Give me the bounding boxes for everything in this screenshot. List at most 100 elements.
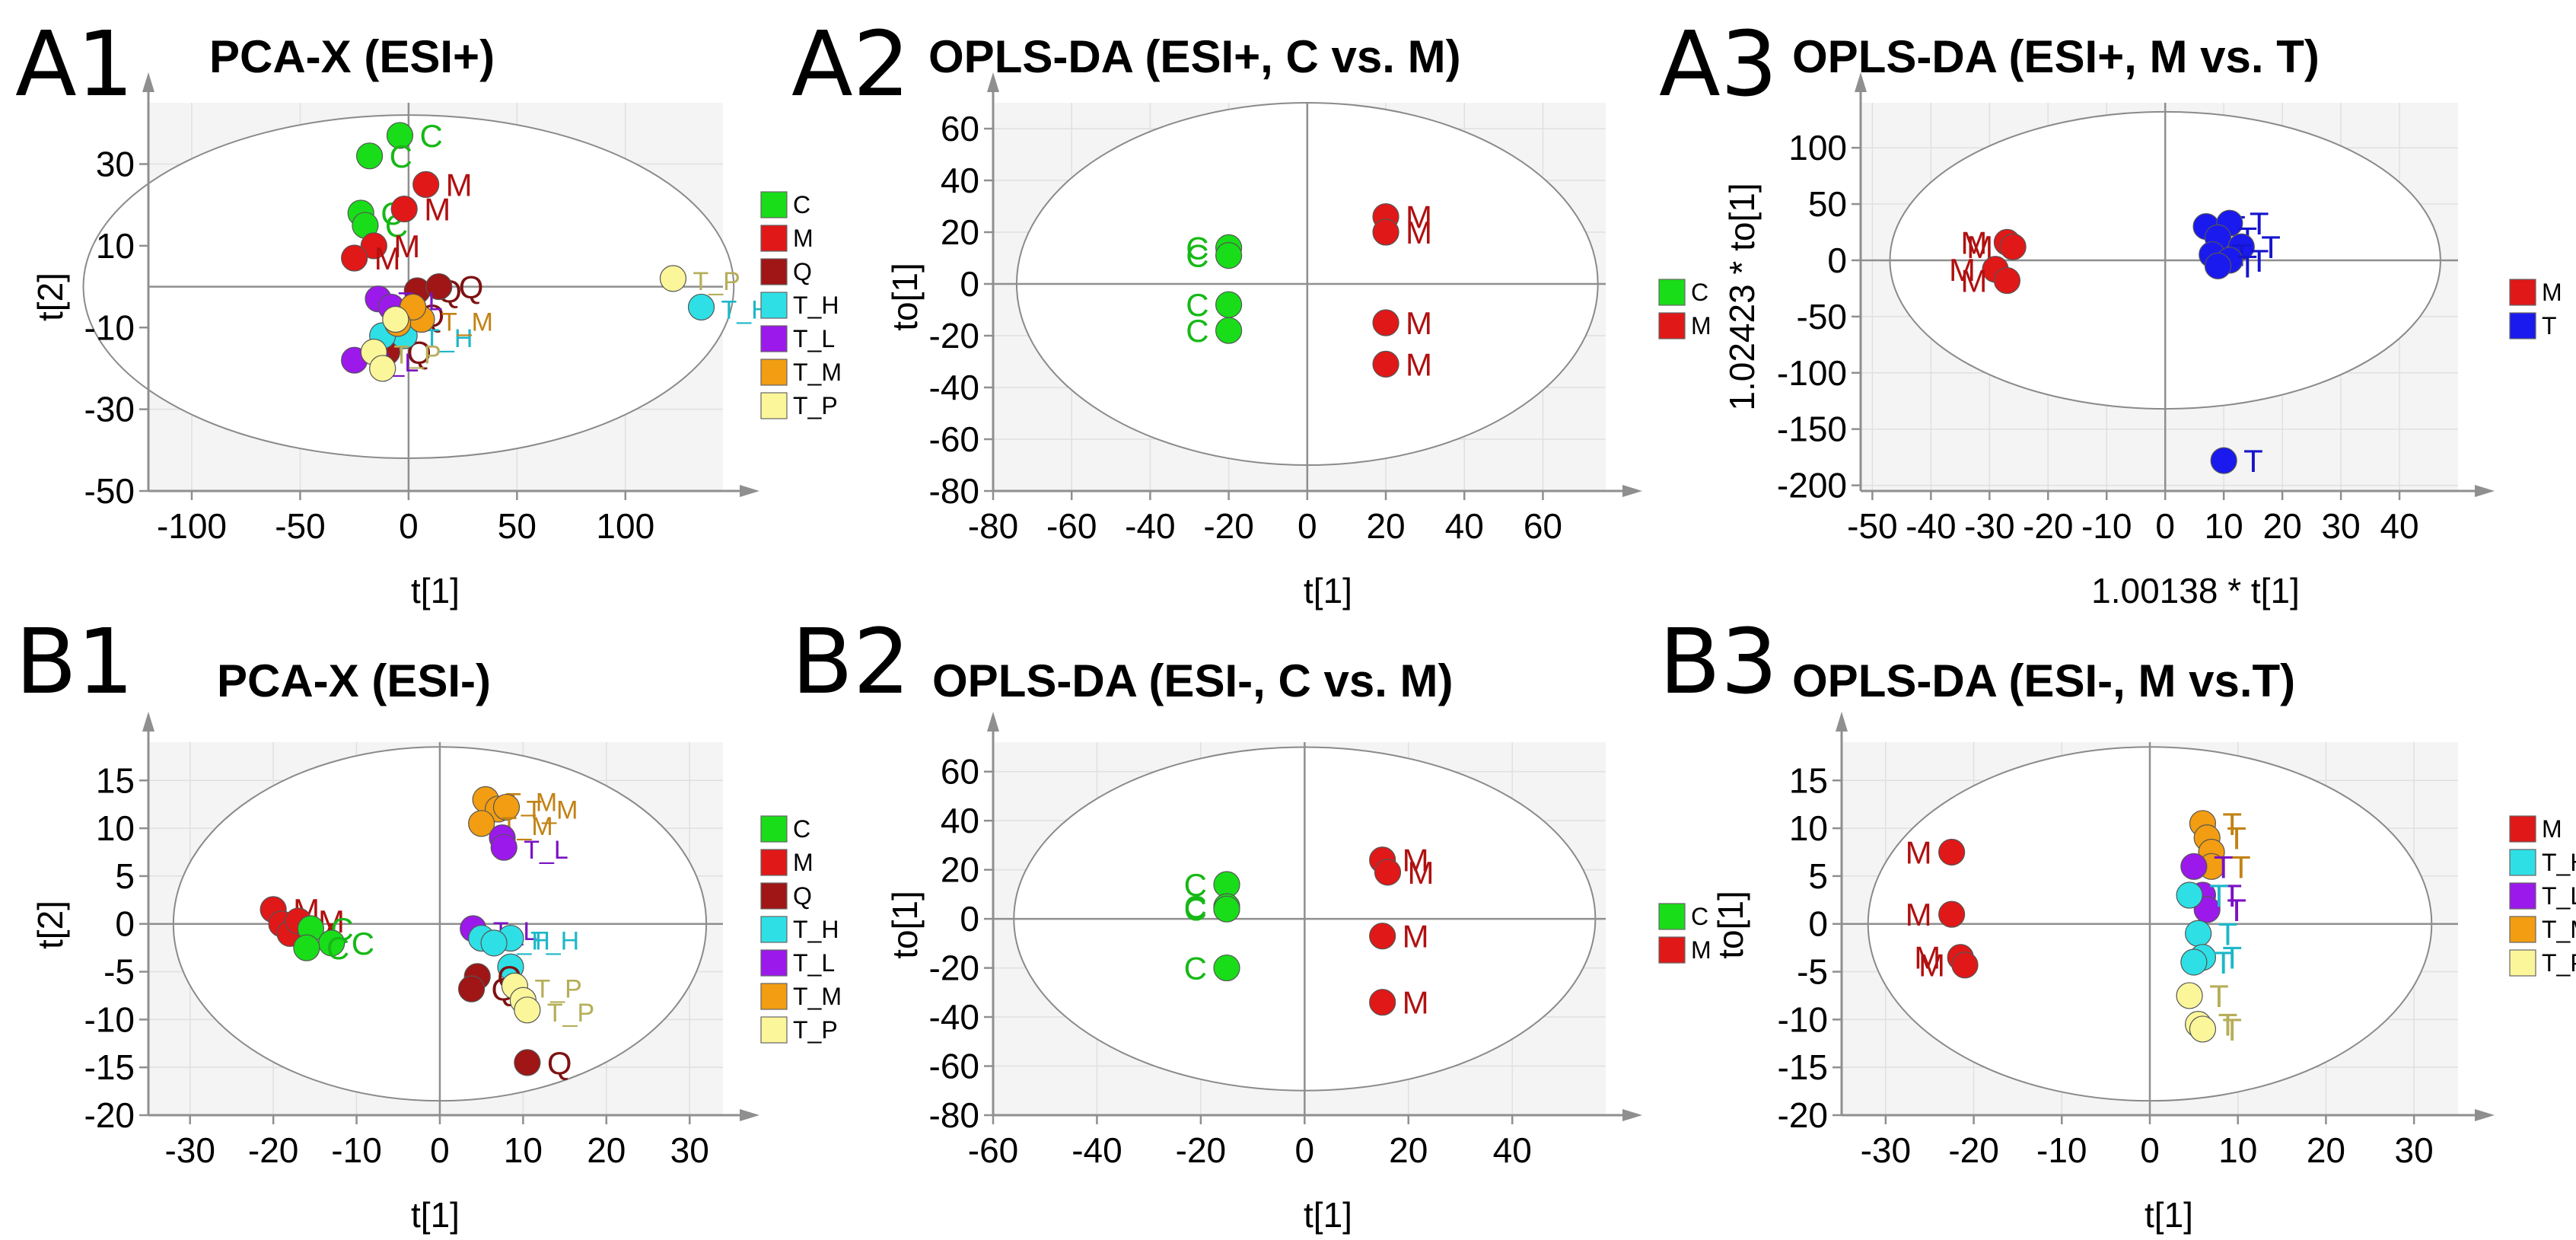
legend-swatch-t-m <box>760 983 788 1010</box>
data-point-t-h <box>480 929 508 957</box>
panel-letter: A2 <box>791 11 910 116</box>
legend-swatch-c <box>760 191 788 218</box>
x-tick-label: 0 <box>399 506 419 546</box>
point-label: T <box>2250 243 2269 279</box>
data-point-m <box>412 171 440 198</box>
panel-letter: B1 <box>15 609 134 714</box>
data-point-t-m <box>468 810 495 837</box>
point-label: T_P <box>693 267 740 296</box>
legend-label: C <box>1691 903 1708 930</box>
y-tick-label: -80 <box>929 1095 979 1135</box>
data-point-m <box>1999 233 2027 260</box>
panel-b3: B3 OPLS-DA (ESI-, M vs.T) -30 -20 -10 0 10 20 30… <box>1659 609 2576 1235</box>
point-label: M <box>1403 843 1429 878</box>
y-tick-label: -10 <box>1778 999 1828 1039</box>
point-label: C <box>1184 891 1207 927</box>
data-point-m <box>1369 989 1396 1016</box>
x-tick-label: -60 <box>968 1130 1018 1170</box>
data-point-m <box>1938 901 1966 928</box>
y-tick-label: -40 <box>929 997 979 1037</box>
point-label: T <box>2222 1012 2242 1047</box>
legend-label: M <box>1691 936 1711 964</box>
data-point-c <box>1215 317 1243 344</box>
x-tick-label: 40 <box>2380 506 2418 546</box>
x-tick-label: 0 <box>2140 1130 2160 1170</box>
y-tick-label: 15 <box>96 760 135 800</box>
point-label: T_P <box>547 999 594 1028</box>
legend-label: M <box>1691 312 1711 339</box>
point-label: M <box>374 241 401 276</box>
legend-label: C <box>793 815 810 843</box>
x-tick-label: -20 <box>1948 1130 1998 1170</box>
legend-label: T_M <box>793 983 842 1010</box>
point-label: M <box>1960 263 1987 299</box>
x-tick-label: -20 <box>1203 506 1253 546</box>
legend-swatch-m <box>1658 312 1686 339</box>
point-label: C <box>1184 867 1207 903</box>
legend-label: M <box>793 225 814 252</box>
data-point-m <box>1993 266 2021 295</box>
data-point-t-p <box>659 265 687 292</box>
y-tick-label: 0 <box>1808 904 1828 944</box>
point-label: T <box>2243 443 2263 479</box>
point-label: T <box>2222 806 2242 842</box>
point-label: Q <box>459 269 484 305</box>
point-label: M <box>1406 215 1432 250</box>
legend-label: M <box>793 849 814 876</box>
legend-swatch-m <box>760 849 788 876</box>
legend-label: T_P <box>793 392 838 419</box>
y-tick-label: -80 <box>929 471 979 511</box>
panel-a1: A1 PCA-X (ESI+) -100 -50 0 50 100 30 10 -10 -30 -50… <box>15 11 842 610</box>
legend-swatch-m <box>760 225 788 252</box>
y-axis-arrow <box>1836 712 1848 732</box>
panel-letter: B3 <box>1659 609 1778 714</box>
x-axis-arrow <box>740 1109 759 1121</box>
legend-swatch-t-m <box>760 359 788 386</box>
y-axis-arrow <box>987 712 999 732</box>
legend-label: T_H <box>793 292 839 319</box>
legend-label: C <box>793 191 810 218</box>
y-tick-label: 0 <box>115 904 135 944</box>
point-label: C <box>1186 313 1208 349</box>
point-label: M <box>393 228 420 264</box>
legend-label: T_H <box>2542 849 2576 876</box>
x-tick-label: 20 <box>2307 1130 2345 1170</box>
y-axis-arrow <box>142 72 154 92</box>
y-tick-label: -5 <box>1797 952 1828 992</box>
data-point-t-p <box>2176 982 2203 1009</box>
point-label: T <box>2209 978 2229 1014</box>
y-axis-title: to[1] <box>1711 891 1750 959</box>
y-tick-label: -5 <box>103 952 135 992</box>
x-tick-label: 50 <box>498 506 537 546</box>
x-tick-label: -30 <box>1964 506 2014 546</box>
data-point-q <box>457 975 486 1003</box>
y-tick-label: 30 <box>96 145 135 184</box>
y-tick-label: 100 <box>1788 128 1847 167</box>
data-point-m <box>1951 952 1979 979</box>
point-label: C <box>419 118 442 154</box>
y-axis-title: t[2] <box>30 901 70 949</box>
legend-label: T_P <box>2542 949 2576 977</box>
point-label: T_L <box>524 836 568 865</box>
data-point-c <box>1213 895 1240 923</box>
y-tick-label: 5 <box>1808 856 1828 896</box>
x-tick-label: 10 <box>2205 506 2243 546</box>
legend-swatch-c <box>760 815 788 843</box>
data-point-t-l <box>2193 896 2221 923</box>
data-point-m <box>1938 838 1966 866</box>
y-tick-label: 15 <box>1789 760 1828 800</box>
panel-letter: A1 <box>15 11 134 116</box>
point-label: C <box>1186 287 1208 323</box>
x-tick-label: -30 <box>164 1130 215 1170</box>
x-tick-label: -20 <box>2023 506 2073 546</box>
y-tick-label: -60 <box>929 1047 979 1086</box>
point-label: Q <box>547 1045 572 1081</box>
x-tick-label: -30 <box>1861 1130 1911 1170</box>
data-point-t-p <box>2189 1015 2217 1043</box>
point-label: M <box>1407 855 1434 891</box>
point-label: C <box>352 926 374 961</box>
legend-label: T_H <box>793 916 839 943</box>
